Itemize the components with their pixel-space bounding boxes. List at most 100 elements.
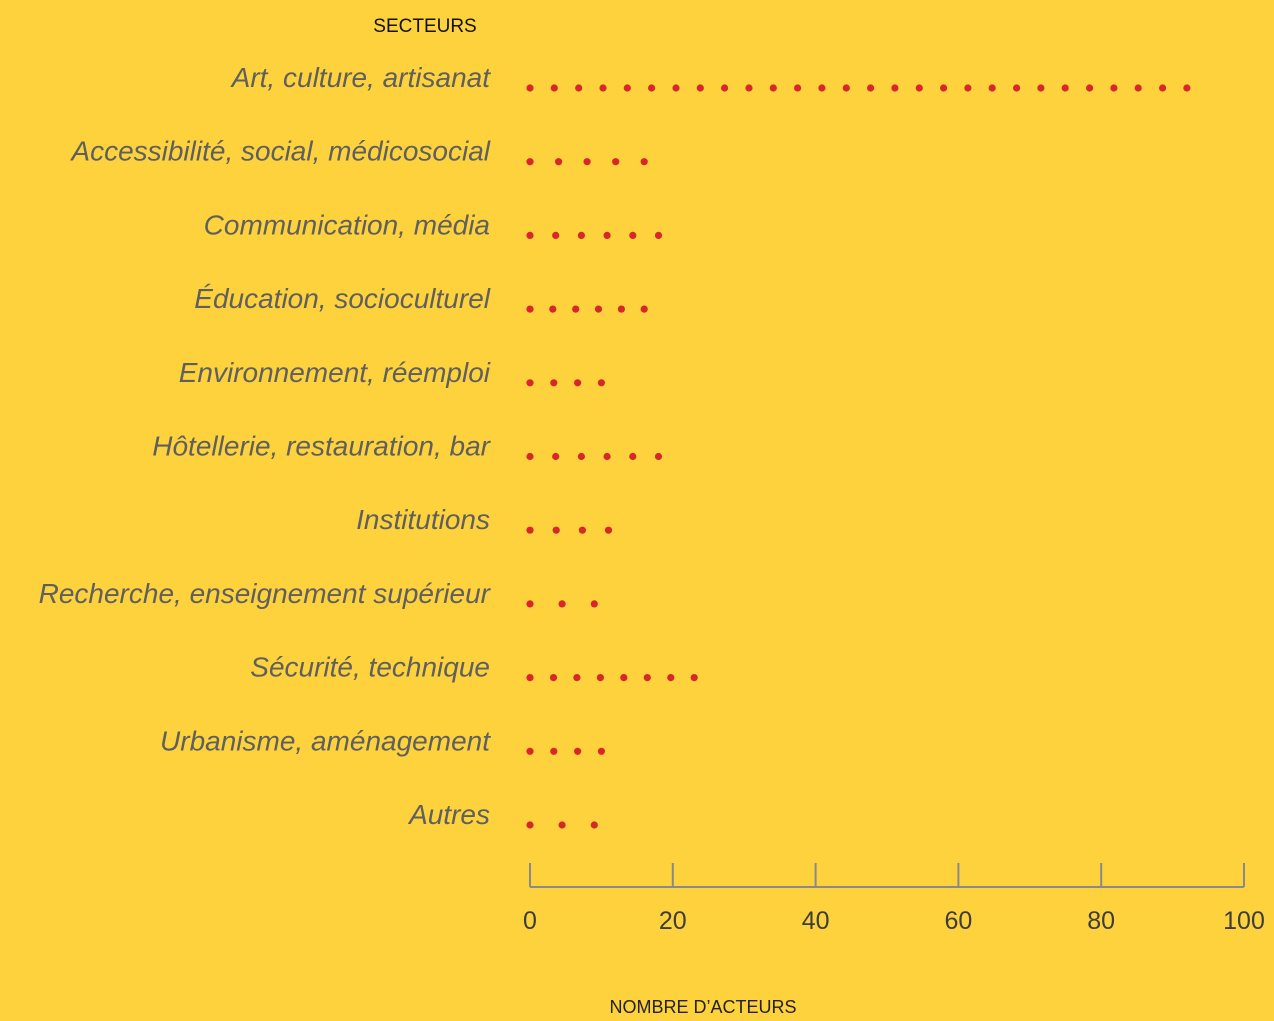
data-dot (577, 452, 586, 461)
data-dot (577, 231, 586, 239)
category-label: Recherche, enseignement supérieur (39, 578, 492, 609)
data-dot (672, 84, 680, 92)
data-dot (640, 305, 648, 313)
data-dot (552, 452, 560, 461)
data-dot (558, 600, 566, 608)
data-dot (526, 821, 534, 829)
data-dot (526, 674, 534, 682)
data-dot (617, 305, 626, 313)
data-dot (526, 305, 534, 313)
data-dot (745, 84, 753, 92)
x-axis-title: NOMBRE D’ACTEURS (609, 997, 796, 1017)
data-dot (915, 84, 923, 92)
dot-row (526, 158, 648, 166)
data-dot (1159, 84, 1167, 92)
x-tick-label: 100 (1223, 907, 1265, 935)
x-tick-label: 80 (1087, 907, 1115, 935)
data-dot (526, 452, 534, 461)
data-dot (1086, 84, 1094, 92)
data-dot (1061, 84, 1069, 92)
dot-row (526, 84, 1191, 92)
data-dot (575, 84, 583, 92)
data-dot (1013, 84, 1021, 92)
dot-row (526, 231, 663, 239)
data-dot (623, 84, 631, 92)
data-dot (867, 84, 875, 92)
dot-row (526, 452, 663, 461)
data-dot (578, 526, 587, 534)
data-dot (526, 379, 534, 387)
data-dot (629, 231, 637, 239)
data-dot (1037, 84, 1045, 92)
data-dot (526, 158, 534, 166)
category-label: Art, culture, artisanat (230, 62, 492, 93)
dot-series (526, 84, 1191, 829)
data-dot (597, 747, 606, 755)
data-dot (526, 231, 534, 239)
data-dot (769, 84, 777, 92)
x-tick-label: 60 (944, 907, 972, 935)
data-dot (552, 526, 560, 534)
data-dot (1110, 84, 1118, 92)
data-dot (583, 158, 591, 166)
data-dot (594, 305, 603, 313)
category-label: Accessibilité, social, médicosocial (69, 136, 490, 167)
category-label: Environnement, réemploi (179, 357, 491, 388)
data-dot (550, 84, 558, 92)
data-dot (818, 84, 826, 92)
data-dot (590, 821, 598, 829)
data-dot (526, 526, 534, 534)
data-dot (988, 84, 996, 92)
dot-row (526, 526, 613, 534)
data-dot (940, 84, 948, 92)
dot-row (526, 600, 598, 608)
data-dot (654, 231, 663, 239)
data-dot (597, 379, 606, 387)
data-dot (604, 526, 613, 534)
x-tick-label: 0 (523, 907, 537, 935)
category-label: Sécurité, technique (250, 652, 490, 683)
data-dot (721, 84, 729, 92)
category-label: Autres (407, 799, 490, 830)
dot-row (526, 821, 598, 829)
category-label: Éducation, socioculturel (194, 283, 491, 314)
data-dot (794, 84, 802, 92)
data-dot (667, 674, 675, 682)
data-dot (572, 305, 580, 313)
category-label: Hôtellerie, restauration, bar (152, 431, 491, 462)
data-dot (550, 379, 558, 387)
data-dot (574, 379, 582, 387)
data-dot (599, 84, 607, 92)
data-dot (603, 452, 611, 461)
data-dot (842, 84, 850, 92)
data-dot (629, 452, 637, 461)
data-dot (549, 674, 558, 682)
data-dot (573, 674, 581, 682)
y-axis-title: SECTEURS (373, 16, 476, 37)
category-labels: Art, culture, artisanat Accessibilité, so… (39, 62, 492, 830)
x-axis: 0 20 40 60 80 100 (523, 863, 1265, 935)
data-dot (603, 231, 611, 239)
data-dot (620, 674, 628, 682)
dot-row (526, 305, 648, 313)
data-dot (526, 747, 534, 755)
data-dot (1134, 84, 1142, 92)
data-dot (640, 158, 648, 166)
category-label: Urbanisme, aménagement (160, 725, 491, 756)
data-dot (1183, 84, 1191, 92)
data-dot (555, 158, 563, 166)
x-tick-label: 40 (802, 907, 830, 935)
data-dot (550, 747, 558, 755)
data-dot (552, 231, 560, 239)
category-label: Institutions (356, 504, 490, 535)
data-dot (558, 821, 566, 829)
category-label: Communication, média (204, 209, 490, 240)
data-dot (648, 84, 656, 92)
data-dot (612, 158, 620, 166)
data-dot (654, 452, 663, 461)
dot-row (526, 747, 606, 755)
x-tick-label: 20 (659, 907, 687, 935)
data-dot (891, 84, 899, 92)
data-dot (526, 600, 534, 608)
